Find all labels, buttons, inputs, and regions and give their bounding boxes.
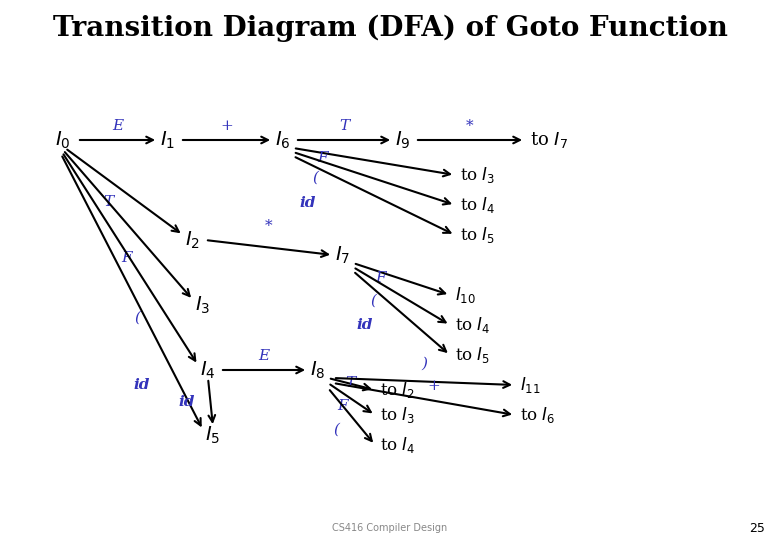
Text: (: (: [312, 171, 318, 185]
Text: (: (: [370, 294, 376, 308]
Text: *: *: [265, 219, 273, 233]
Text: to $I_3$: to $I_3$: [380, 405, 416, 425]
Text: $I_1$: $I_1$: [160, 130, 176, 151]
Text: (: (: [333, 423, 339, 437]
Text: E: E: [258, 349, 270, 363]
Text: to $I_3$: to $I_3$: [460, 165, 495, 185]
Text: (: (: [134, 311, 140, 325]
Text: $I_0$: $I_0$: [55, 130, 70, 151]
Text: +: +: [220, 119, 233, 133]
Text: *: *: [466, 119, 473, 133]
Text: $I_2$: $I_2$: [185, 230, 200, 251]
Text: F: F: [122, 251, 133, 265]
Text: to $I_5$: to $I_5$: [460, 225, 495, 245]
Text: $I_3$: $I_3$: [195, 294, 211, 316]
Text: T: T: [345, 376, 355, 390]
Text: ): ): [421, 357, 427, 371]
Text: $I_5$: $I_5$: [205, 424, 220, 445]
Text: to $I_5$: to $I_5$: [455, 345, 491, 365]
Text: 25: 25: [749, 522, 765, 535]
Text: to $I_4$: to $I_4$: [460, 195, 495, 215]
Text: to $I_7$: to $I_7$: [530, 130, 568, 150]
Text: id: id: [300, 196, 316, 210]
Text: id: id: [179, 395, 195, 409]
Text: to $I_4$: to $I_4$: [380, 435, 416, 455]
Text: to $I_4$: to $I_4$: [455, 315, 491, 335]
Text: $I_{10}$: $I_{10}$: [455, 285, 476, 305]
Text: id: id: [356, 318, 373, 332]
Text: $I_8$: $I_8$: [310, 359, 325, 381]
Text: id: id: [134, 378, 151, 392]
Text: $I_4$: $I_4$: [200, 359, 215, 381]
Text: CS416 Compiler Design: CS416 Compiler Design: [332, 523, 448, 533]
Text: T: T: [339, 119, 349, 133]
Text: Transition Diagram (DFA) of Goto Function: Transition Diagram (DFA) of Goto Functio…: [52, 15, 728, 42]
Text: to $I_6$: to $I_6$: [520, 405, 555, 425]
Text: F: F: [317, 151, 328, 165]
Text: F: F: [376, 271, 386, 285]
Text: T: T: [103, 195, 113, 209]
Text: $I_6$: $I_6$: [275, 130, 290, 151]
Text: F: F: [338, 399, 349, 413]
Text: $I_7$: $I_7$: [335, 244, 350, 266]
Text: to $I_2$: to $I_2$: [380, 380, 415, 400]
Text: +: +: [427, 379, 441, 393]
Text: $I_{11}$: $I_{11}$: [520, 375, 541, 395]
Text: $I_9$: $I_9$: [395, 130, 410, 151]
Text: E: E: [112, 119, 123, 133]
